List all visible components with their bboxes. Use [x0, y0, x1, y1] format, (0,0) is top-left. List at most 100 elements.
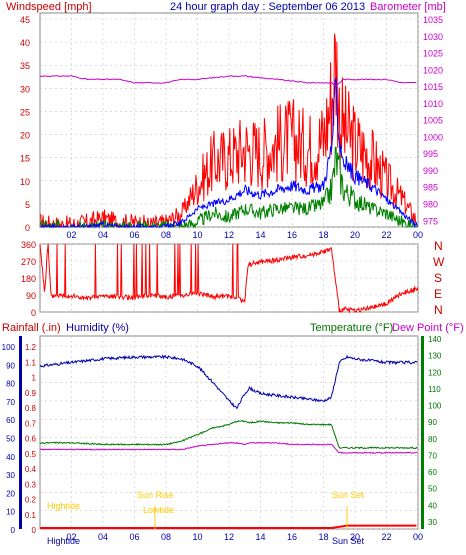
x-tick-00: 00 [413, 230, 423, 240]
x-tick-14: 14 [255, 532, 265, 542]
rain-tick-8: 0.8 [25, 404, 37, 413]
panel3-rain-ticks: 0 0.1 0.2 0.3 0.4 0.5 0.6 0.7 0.8 0.9 1 1.1 1.2 [25, 343, 37, 535]
panel3-series [39, 354, 418, 529]
axis-sunset-label: Sun Set [332, 536, 365, 546]
humidity-line [39, 354, 418, 410]
x-tick-18: 18 [318, 230, 328, 240]
y-right-tick-1005: 1005 [423, 116, 443, 126]
panel1-series [39, 33, 418, 229]
x-tick-02: 02 [66, 532, 76, 542]
temp-tick-30: 30 [428, 518, 437, 527]
header-title: 24 hour graph day : September 06 2013 [170, 1, 365, 13]
hum-tick-30: 30 [6, 471, 15, 480]
rain-tick-10: 1 [32, 374, 37, 383]
x-tick-22: 22 [381, 532, 391, 542]
temperature-axis-bar [421, 336, 424, 529]
panel2-series [39, 243, 419, 314]
annotation-hightide: Hightide [47, 501, 80, 511]
temp-tick-110: 110 [428, 385, 441, 394]
y-left-tick-5: 5 [25, 200, 30, 210]
x-tick-08: 08 [161, 532, 171, 542]
panel2-left-ticks: 0 90 180 270 360 [21, 240, 36, 318]
temp-tick-140: 140 [428, 335, 442, 344]
panel3-temp-ticks: 30 40 50 60 70 80 90 100 110 120 130 140 [428, 335, 442, 527]
y-right-tick-1035: 1035 [423, 15, 443, 25]
humidity-label: Humidity (%) [66, 322, 129, 334]
panel1-x-ticks: 02 04 06 08 10 12 14 16 18 20 22 00 [66, 230, 423, 240]
temperature-label: Temperature (°F) [310, 322, 393, 334]
rain-tick-1: 0.1 [25, 511, 37, 520]
y-right-tick-980: 980 [423, 200, 438, 210]
wind-max-line [39, 33, 418, 229]
y-left-tick-40: 40 [20, 38, 30, 48]
temp-tick-60: 60 [428, 468, 437, 477]
x-tick-22: 22 [381, 230, 391, 240]
x-tick-06: 06 [129, 230, 139, 240]
x-tick-06: 06 [129, 532, 139, 542]
x-tick-08: 08 [161, 230, 171, 240]
annotation-sunset: Sun Set [332, 490, 365, 500]
x-tick-18: 18 [318, 532, 328, 542]
dewpoint-line [39, 441, 418, 454]
x-tick-04: 04 [98, 532, 108, 542]
hum-tick-50: 50 [6, 435, 15, 444]
dewpoint-label: Dew Point (°F) [392, 322, 464, 334]
y-left-tick-0: 0 [25, 223, 30, 233]
compass-e: E [434, 287, 442, 301]
dir-tick-180: 180 [21, 274, 36, 284]
rain-tick-6: 0.6 [25, 435, 37, 444]
temp-tick-130: 130 [428, 352, 442, 361]
panel3-humidity-ticks: 0 10 20 30 40 50 60 70 80 90 100 [2, 343, 16, 535]
rain-tick-9: 0.9 [25, 389, 37, 398]
rain-tick-4: 0.4 [25, 465, 37, 474]
x-tick-16: 16 [287, 230, 297, 240]
x-tick-12: 12 [224, 230, 234, 240]
y-right-tick-1030: 1030 [423, 32, 443, 42]
y-left-tick-35: 35 [20, 61, 30, 71]
y-right-tick-1010: 1010 [423, 99, 443, 109]
y-left-tick-15: 15 [20, 154, 30, 164]
y-right-tick-990: 990 [423, 166, 438, 176]
panel3-x-ticks: 02 04 06 08 10 12 14 16 18 20 22 00 [66, 532, 423, 542]
hum-tick-20: 20 [6, 489, 15, 498]
wind-avg-line [40, 77, 418, 229]
annotation-sunrise: Sun Rise [137, 490, 174, 500]
temp-tick-40: 40 [428, 501, 437, 510]
panel1-right-ticks: 975 980 985 990 995 1000 1005 1010 1015 1020 1025 1… [423, 15, 443, 226]
annotation-lowtide: Lowtide [143, 505, 174, 515]
compass-s: S [434, 271, 442, 285]
y-right-tick-1020: 1020 [423, 65, 443, 75]
x-tick-02: 02 [66, 230, 76, 240]
y-left-tick-10: 10 [20, 177, 30, 187]
rain-tick-5: 0.5 [25, 450, 37, 459]
dir-tick-0: 0 [31, 308, 36, 318]
y-right-tick-1025: 1025 [423, 49, 443, 59]
x-tick-14: 14 [255, 230, 265, 240]
hum-tick-100: 100 [2, 343, 16, 352]
y-right-tick-995: 995 [423, 149, 438, 159]
compass-n-top: N [434, 239, 443, 253]
panel3-grid [40, 336, 419, 530]
direction-line [39, 243, 419, 314]
axis-hightide-label: Hightide [47, 536, 80, 546]
temp-tick-50: 50 [428, 485, 437, 494]
x-tick-20: 20 [350, 532, 360, 542]
y-left-tick-30: 30 [20, 84, 30, 94]
compass-n-bottom: N [434, 303, 443, 317]
panel2-compass-letters: N W S E N [433, 239, 445, 317]
humidity-axis-bar [19, 336, 22, 529]
temp-tick-100: 100 [428, 402, 442, 411]
x-tick-04: 04 [98, 230, 108, 240]
hum-tick-70: 70 [6, 398, 15, 407]
y-right-tick-975: 975 [423, 216, 438, 226]
rain-line [40, 524, 417, 529]
rain-tick-12: 1.2 [25, 343, 37, 352]
rain-tick-11: 1.1 [25, 358, 37, 367]
x-tick-10: 10 [192, 230, 202, 240]
dir-tick-90: 90 [26, 291, 36, 301]
temperature-line [39, 420, 418, 450]
dir-tick-270: 270 [21, 257, 36, 267]
dir-tick-360: 360 [21, 240, 36, 250]
